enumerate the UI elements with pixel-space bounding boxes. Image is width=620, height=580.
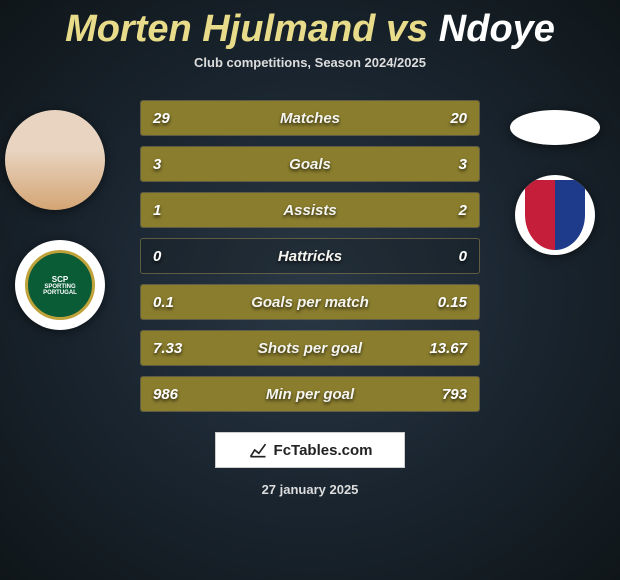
club1-sub: PORTUGAL [43,290,77,296]
stat-label: Assists [283,202,336,219]
stat-right-value: 13.67 [429,340,467,357]
source-badge: FcTables.com [215,432,405,468]
vs-label: vs [386,8,428,50]
stat-label: Shots per goal [258,340,362,357]
date-label: 27 january 2025 [0,482,620,497]
player1-name: Morten Hjulmand [65,8,375,50]
stat-label: Hattricks [278,248,342,265]
source-text: FcTables.com [274,442,373,459]
stat-label: Goals per match [251,294,369,311]
stat-left-value: 29 [153,110,170,127]
player1-avatar [5,110,105,210]
comparison-title: Morten Hjulmand vs Ndoye [0,0,620,51]
stat-left-value: 0.1 [153,294,174,311]
player2-club-badge [515,175,595,255]
stat-left-value: 7.33 [153,340,182,357]
stat-row: 0 Hattricks 0 [140,238,480,274]
stat-row: 7.33 Shots per goal 13.67 [140,330,480,366]
player1-club-badge: SCP SPORTING PORTUGAL [15,240,105,330]
stat-left-value: 1 [153,202,161,219]
stat-row: 986 Min per goal 793 [140,376,480,412]
stats-table: 29Matches203Goals31Assists20Hattricks00.… [140,100,480,412]
stat-right-value: 3 [459,156,467,173]
player2-name: Ndoye [439,8,555,50]
stat-right-value: 20 [450,110,467,127]
stat-row: 3 Goals 3 [140,146,480,182]
stat-row: 29 Matches 20 [140,100,480,136]
stat-label: Goals [289,156,331,173]
stat-label: Matches [280,110,340,127]
stat-label: Min per goal [266,386,354,403]
stat-right-value: 0.15 [438,294,467,311]
stat-right-value: 793 [442,386,467,403]
stat-right-value: 2 [459,202,467,219]
subtitle: Club competitions, Season 2024/2025 [0,55,620,70]
stat-bar-left [141,147,310,181]
stat-left-value: 3 [153,156,161,173]
stat-bar-right [310,147,479,181]
stat-left-value: 986 [153,386,178,403]
stat-right-value: 0 [459,248,467,265]
stat-left-value: 0 [153,248,161,265]
right-avatars [505,110,615,285]
club2-shield [525,180,585,250]
player2-avatar [510,110,600,145]
club1-code: SCP [52,275,68,284]
stat-row: 0.1 Goals per match 0.15 [140,284,480,320]
left-avatars: SCP SPORTING PORTUGAL [5,110,115,360]
stat-row: 1 Assists 2 [140,192,480,228]
chart-icon [248,440,268,460]
